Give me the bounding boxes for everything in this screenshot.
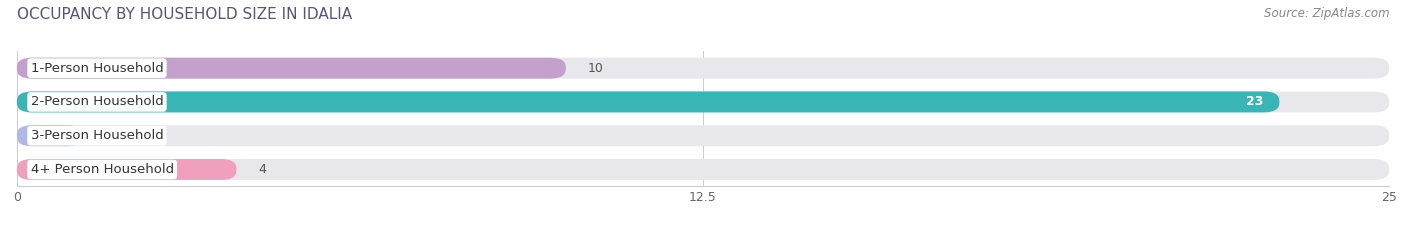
Text: 4: 4 bbox=[259, 163, 266, 176]
FancyBboxPatch shape bbox=[17, 92, 1279, 112]
FancyBboxPatch shape bbox=[17, 125, 1389, 146]
FancyBboxPatch shape bbox=[17, 58, 565, 79]
FancyBboxPatch shape bbox=[17, 58, 1389, 79]
Text: 10: 10 bbox=[588, 62, 603, 75]
Text: 23: 23 bbox=[1246, 96, 1263, 108]
Text: 3-Person Household: 3-Person Household bbox=[31, 129, 163, 142]
Text: 1-Person Household: 1-Person Household bbox=[31, 62, 163, 75]
Text: 4+ Person Household: 4+ Person Household bbox=[31, 163, 174, 176]
Text: 0: 0 bbox=[100, 129, 107, 142]
Text: Source: ZipAtlas.com: Source: ZipAtlas.com bbox=[1264, 7, 1389, 20]
FancyBboxPatch shape bbox=[17, 159, 1389, 180]
FancyBboxPatch shape bbox=[17, 125, 83, 146]
FancyBboxPatch shape bbox=[17, 159, 236, 180]
Text: OCCUPANCY BY HOUSEHOLD SIZE IN IDALIA: OCCUPANCY BY HOUSEHOLD SIZE IN IDALIA bbox=[17, 7, 352, 22]
FancyBboxPatch shape bbox=[17, 92, 1389, 112]
Text: 2-Person Household: 2-Person Household bbox=[31, 96, 163, 108]
